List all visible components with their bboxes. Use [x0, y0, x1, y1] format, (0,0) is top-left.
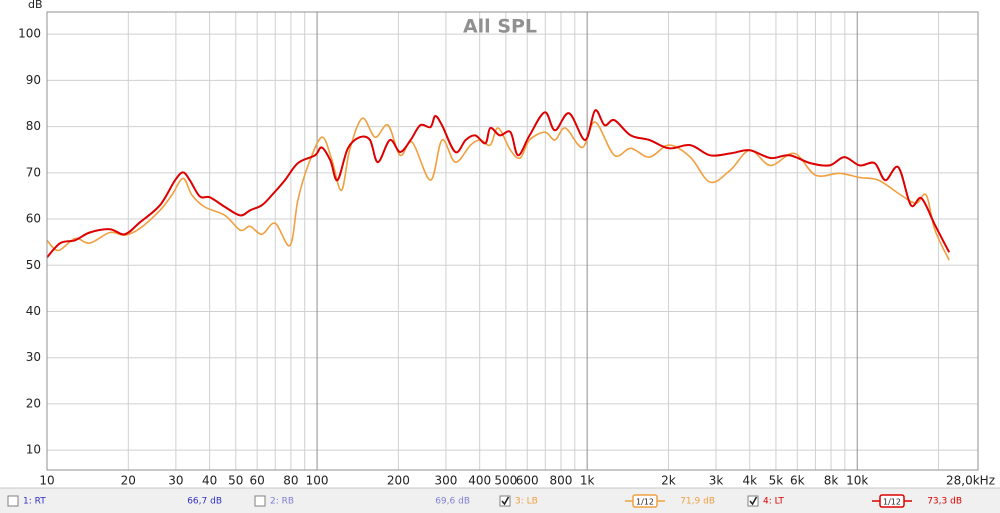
y-tick-label: 80	[26, 119, 41, 133]
x-tick-label: 60	[250, 474, 265, 488]
legend-level: 69,6 dB	[435, 497, 470, 507]
y-tick-label: 100	[18, 27, 41, 41]
x-tick-label: 28,0kHz	[946, 474, 995, 488]
plot-frame	[46, 11, 979, 471]
x-tick-label: 300	[434, 474, 457, 488]
checkbox[interactable]	[747, 495, 759, 507]
y-tick-label: 50	[26, 258, 41, 272]
legend-name: 2: RB	[270, 497, 294, 507]
spl-line	[46, 109, 951, 259]
x-tick-label: 8k	[824, 474, 839, 488]
x-tick-label: 6k	[790, 474, 805, 488]
y-tick-label: 30	[26, 350, 41, 364]
x-tick-label: 20	[121, 474, 136, 488]
legend: 1: RT 66,7 dB 2: RB 69,6 dB 3: LB 71,9 dB 1/12…	[7, 494, 962, 508]
y-axis-label: dB	[28, 0, 43, 11]
legend-level: 73,3 dB	[927, 497, 962, 507]
x-tick-label: 80	[283, 474, 298, 488]
y-tick-label: 40	[26, 304, 41, 318]
y-tick-label: 90	[26, 73, 41, 87]
legend-name: 4: LT	[763, 497, 784, 507]
y-tick-label: 20	[26, 396, 41, 410]
checkbox[interactable]	[7, 495, 19, 507]
x-tick-label: 10	[39, 474, 54, 488]
checkbox[interactable]	[499, 495, 511, 507]
x-tick-label: 40	[202, 474, 217, 488]
y-tick-label: 70	[26, 165, 41, 179]
x-tick-label: 5k	[769, 474, 784, 488]
x-tick-label: 100	[306, 474, 329, 488]
x-tick-label: 30	[168, 474, 183, 488]
x-tick-label: 600	[516, 474, 539, 488]
smoothing-icon[interactable]	[632, 494, 658, 508]
legend-name: 1: RT	[23, 497, 46, 507]
x-tick-label: 3k	[709, 474, 724, 488]
x-tick-label: 50	[228, 474, 243, 488]
legend-level: 66,7 dB	[187, 497, 222, 507]
plot-lines	[46, 109, 951, 261]
spl-line	[46, 117, 950, 261]
checkmark	[501, 496, 510, 506]
y-tick-label: 60	[26, 212, 41, 226]
x-tick-label: 400	[468, 474, 491, 488]
grid	[47, 12, 978, 470]
x-tick-label: 1k	[580, 474, 595, 488]
x-tick-label: 200	[387, 474, 410, 488]
x-tick-label: 4k	[742, 474, 757, 488]
legend-level: 71,9 dB	[680, 497, 715, 507]
checkmark	[749, 496, 758, 506]
smoothing-icon[interactable]	[879, 494, 905, 508]
smoothing-label: 1/12	[883, 498, 901, 507]
x-tick-label: 800	[550, 474, 573, 488]
x-tick-label: 500	[494, 474, 517, 488]
checkbox[interactable]	[254, 495, 266, 507]
smoothing-label: 1/12	[636, 498, 654, 507]
legend-name: 3: LB	[515, 497, 538, 507]
x-tick-label: 10k	[846, 474, 868, 488]
x-tick-label: 2k	[661, 474, 676, 488]
chart-title: All SPL	[463, 16, 537, 38]
y-tick-label: 10	[26, 443, 41, 457]
